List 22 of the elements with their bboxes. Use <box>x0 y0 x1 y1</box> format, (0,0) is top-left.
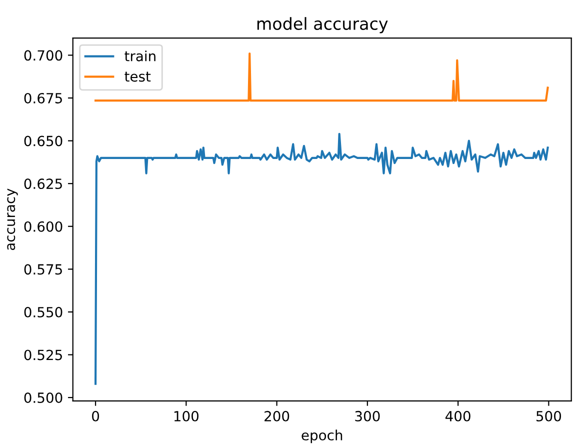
y-tick-label: 0.550 <box>24 306 62 318</box>
x-axis-title: epoch <box>302 430 342 444</box>
y-tick-label: 0.525 <box>24 350 62 360</box>
y-tick-label: 0.600 <box>24 221 62 232</box>
line-series <box>94 132 549 385</box>
y-tick-label: 0.500 <box>24 392 62 404</box>
y-tick-label: 0.650 <box>24 136 62 146</box>
chart-title: model accuracy <box>257 17 388 34</box>
x-tick-label: 500 <box>536 410 562 422</box>
legend-label: train <box>124 50 156 62</box>
x-tick-label: 200 <box>264 410 290 422</box>
y-tick-label: 0.575 <box>24 264 62 275</box>
x-tick-label: 100 <box>174 410 198 422</box>
y-tick-label: 0.675 <box>24 92 62 104</box>
x-tick-label: 300 <box>355 410 380 422</box>
legend-label: test <box>124 72 151 82</box>
y-axis-title: accuracy <box>7 188 18 250</box>
y-tick-label: 0.625 <box>24 178 62 190</box>
line-series <box>94 52 549 102</box>
x-tick-label: 400 <box>445 410 470 422</box>
y-tick-label: 0.700 <box>24 50 62 61</box>
x-tick-label: 0 <box>92 410 100 422</box>
